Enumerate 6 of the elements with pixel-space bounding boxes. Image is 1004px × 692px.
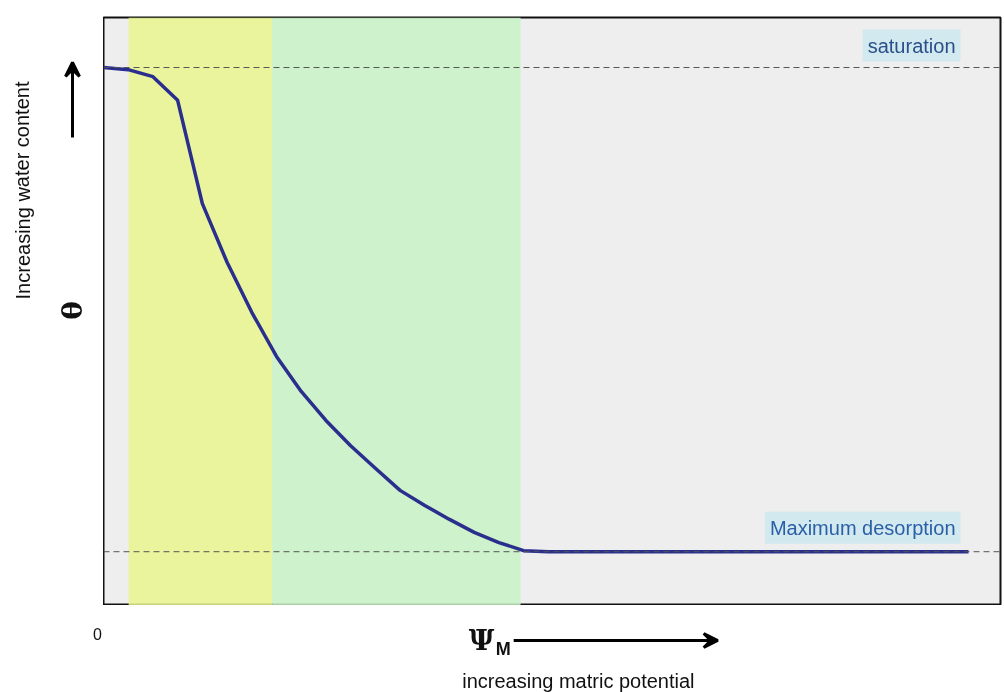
text: 0 — [93, 625, 103, 643]
text: θ — [56, 301, 89, 320]
y-axis-title: Increasing water content — [11, 81, 34, 300]
x-axis-title: increasing matric potential — [462, 669, 695, 692]
ref-line-label: saturation — [867, 34, 956, 57]
ref-line-label: Maximum desorption — [769, 516, 956, 539]
